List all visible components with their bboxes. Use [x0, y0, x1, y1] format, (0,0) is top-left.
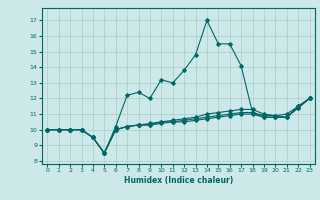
X-axis label: Humidex (Indice chaleur): Humidex (Indice chaleur): [124, 176, 233, 185]
